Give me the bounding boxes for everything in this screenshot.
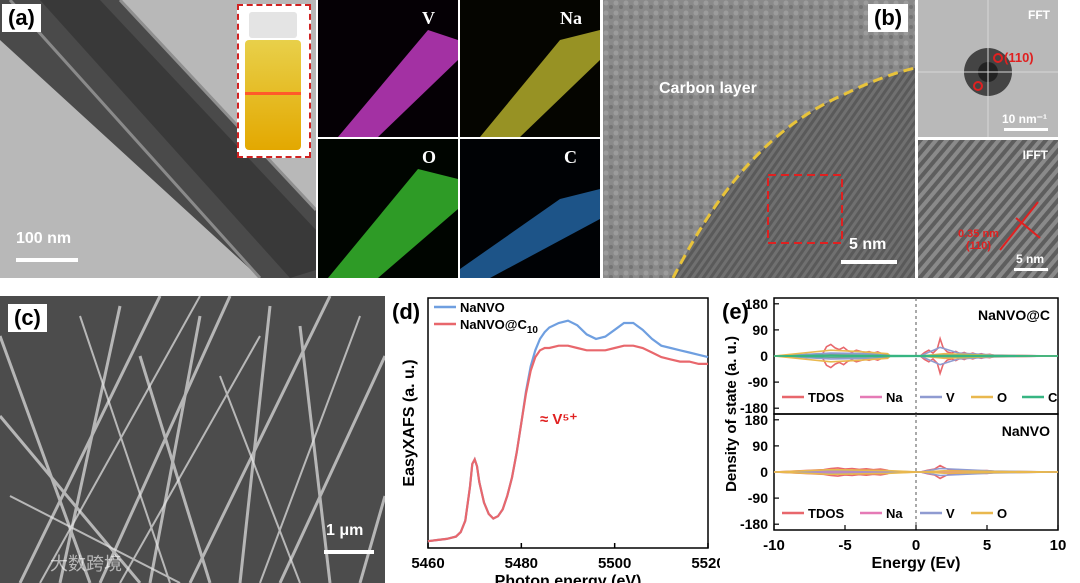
eds-label-v: V [422, 8, 435, 28]
carbon-layer-annotation: Carbon layer [659, 80, 757, 97]
ifft-plane-label: (110) [966, 240, 992, 252]
eds-label-o: O [422, 147, 437, 167]
legend-label: O [997, 506, 1007, 521]
scalebar-c [324, 550, 374, 554]
vial-inset [237, 4, 311, 158]
y-axis-label: Density of state (a. u.) [723, 336, 740, 492]
legend-label: Na [886, 390, 903, 405]
panel-label-d: (d) [392, 298, 421, 326]
legend-label: TDOS [808, 390, 844, 405]
vial-liquid [245, 40, 301, 150]
y-tick-label: 0 [760, 348, 768, 364]
scalebar-label-c: 1 μm [326, 522, 364, 539]
dos-series-o-down [773, 471, 1059, 476]
y-tick-label: 180 [745, 412, 769, 428]
fft-spot-label: (110) [1004, 50, 1034, 65]
x-tick-label: 10 [1050, 537, 1067, 554]
fft-scalebar-label: 10 nm⁻¹ [1002, 112, 1048, 126]
legend-label: V [946, 506, 955, 521]
dos-series-c-up [773, 354, 1059, 357]
dos-plot-title: NaNVO@C [978, 307, 1050, 323]
eds-map-v: V [318, 0, 458, 137]
fft-spot-upper [993, 53, 1003, 63]
x-axis-label: Photon energy (eV) [495, 573, 642, 583]
x-tick-label: 5520 [691, 555, 720, 572]
x-tick-label: 5 [983, 537, 991, 554]
sem-image: 1 μm 大数跨境 [0, 296, 385, 583]
y-axis-label: EasyXAFS (a. u.) [401, 359, 418, 486]
interface-guide-line [671, 66, 915, 278]
x-axis-label: Energy (Ev) [872, 555, 961, 572]
legend-label: NaNVO@C10 [460, 317, 538, 336]
scalebar-label-a: 100 nm [16, 230, 72, 247]
ifft-scalebar-label: 5 nm [1016, 252, 1045, 266]
xanes-chart: 5460 5480 5500 5520 Photon energy (eV) EasyXA… [401, 297, 720, 583]
scalebar-b [841, 260, 897, 264]
y-tick-label: 0 [760, 464, 768, 480]
panel-label-a: (a) [2, 4, 41, 32]
x-tick-label: -10 [763, 537, 785, 554]
vial-cap [249, 12, 297, 38]
legend-label: TDOS [808, 506, 844, 521]
legend-label-subscript: 10 [527, 325, 539, 336]
y-tick-label: 180 [745, 296, 769, 312]
xanes-annotation: ≈ V⁵⁺ [540, 411, 578, 428]
y-tick-label: -180 [740, 400, 768, 416]
legend-label: V [946, 390, 955, 405]
y-tick-label: 90 [752, 438, 768, 454]
y-tick-label: -180 [740, 516, 768, 532]
eds-label-na: Na [560, 8, 582, 28]
dos-series-c-down [773, 355, 1059, 358]
dos-plot-title: NaNVO [1002, 423, 1050, 439]
x-tick-label: 0 [912, 537, 920, 554]
panel-label-c: (c) [8, 304, 47, 332]
fft-scalebar [1004, 128, 1048, 131]
fft-spot-lower [973, 81, 983, 91]
series-line-nanvo-c10 [427, 344, 708, 543]
ifft-title: IFFT [1022, 148, 1048, 162]
selected-area-box [767, 174, 843, 244]
eds-label-c: C [564, 147, 577, 167]
legend-label: NaNVO [460, 300, 505, 315]
panel-label-e: (e) [722, 298, 749, 326]
x-tick-label: -5 [838, 537, 851, 554]
legend-label: Na [886, 506, 903, 521]
eds-map-o: O [318, 139, 458, 278]
panel-label-b: (b) [868, 4, 909, 32]
sem-nanobelts-graphic [0, 296, 385, 583]
fft-title: FFT [1028, 8, 1050, 22]
y-tick-label: 90 [752, 322, 768, 338]
scalebar-a [16, 258, 78, 262]
ifft-image: IFFT 0.35 nm (110) 5 nm [918, 140, 1058, 278]
y-tick-label: -90 [748, 490, 768, 506]
ifft-scalebar [1014, 268, 1048, 271]
ifft-spacing-label: 0.35 nm [958, 228, 999, 240]
plot-frame [427, 297, 709, 549]
x-tick-label: 5460 [411, 555, 444, 572]
y-tick-label: -90 [748, 374, 768, 390]
dos-chart: 180 90 0 -90 -180 NaNVO@C TDOS Na V O C 180 90 0 -90 -1… [723, 296, 1067, 572]
hrtem-image: Carbon layer 5 nm [603, 0, 915, 278]
fft-image: FFT (110) 10 nm⁻¹ [918, 0, 1058, 137]
scalebar-label-b: 5 nm [849, 236, 887, 253]
eds-map-c: C [460, 139, 600, 278]
watermark-text: 大数跨境 [50, 554, 122, 575]
legend-label: O [997, 390, 1007, 405]
series-line-nanvo [427, 319, 709, 543]
x-tick-label: 5480 [505, 555, 538, 572]
tem-image-a: 100 nm [0, 0, 316, 278]
legend-label: C [1048, 390, 1058, 405]
eds-map-na: Na [460, 0, 600, 137]
laser-beam [245, 92, 301, 95]
x-tick-label: 5500 [598, 555, 631, 572]
